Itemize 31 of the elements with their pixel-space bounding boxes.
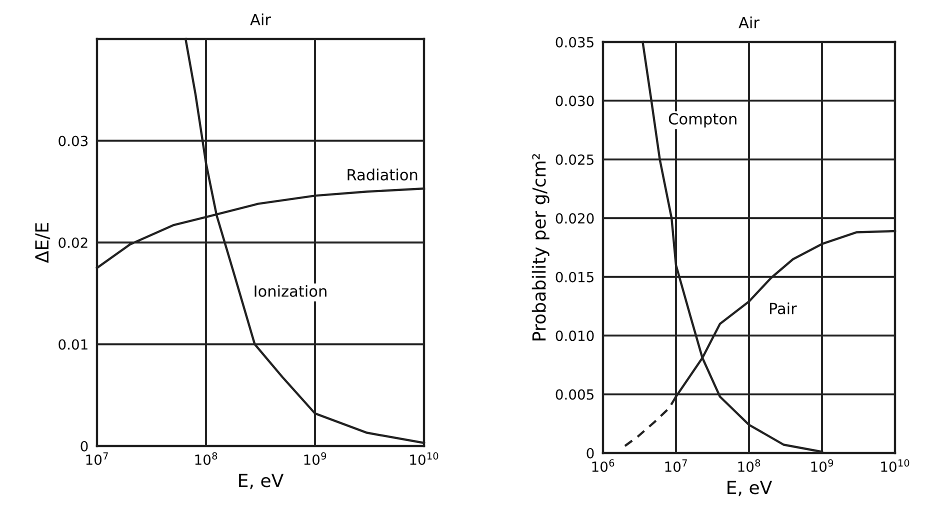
y-tick-label: 0.02 [58, 237, 88, 248]
x-tick-label: 10$^{10}$ [410, 452, 438, 465]
x-tick-label: 10$^{10}$ [881, 459, 910, 472]
y-tick-label: 0.010 [556, 330, 594, 342]
series-label: Compton [668, 113, 736, 128]
y-tick-label: 0.030 [556, 96, 594, 106]
x-tick-label: 10$^{7}$ [86, 452, 108, 465]
x-tick-label: 10$^{8}$ [738, 459, 760, 472]
y-tick-label: 0.025 [556, 154, 594, 165]
series-label: Radiation [348, 168, 418, 181]
x-tick-label: 10$^{6}$ [592, 459, 614, 472]
y-tick-label: 0.015 [556, 272, 594, 282]
x-tick-label: 10$^{9}$ [304, 452, 326, 465]
x-axis-title: E, eV [728, 480, 772, 496]
chart-title: Air [250, 14, 271, 26]
x-tick-label: 10$^{9}$ [811, 459, 834, 472]
y-tick-label: 0.035 [556, 36, 594, 48]
y-axis-title: Probability per g/cm² [532, 154, 550, 340]
x-axis-title: E, eV [239, 474, 284, 490]
y-tick-label: 0 [586, 448, 594, 458]
y-tick-label: 0 [80, 440, 88, 452]
x-tick-label: 10$^{7}$ [665, 459, 687, 472]
y-tick-label: 0.03 [58, 136, 88, 146]
y-tick-label: 0.020 [556, 213, 594, 224]
y-tick-label: 0.01 [58, 339, 88, 350]
y-axis-title: ΔE/E [35, 223, 50, 263]
chart-title: Air [738, 16, 760, 28]
y-tick-label: 0.005 [556, 389, 594, 400]
x-tick-label: 10$^{8}$ [195, 452, 218, 465]
series-label: Ionization [254, 285, 326, 297]
series-label: Pair [770, 302, 797, 314]
